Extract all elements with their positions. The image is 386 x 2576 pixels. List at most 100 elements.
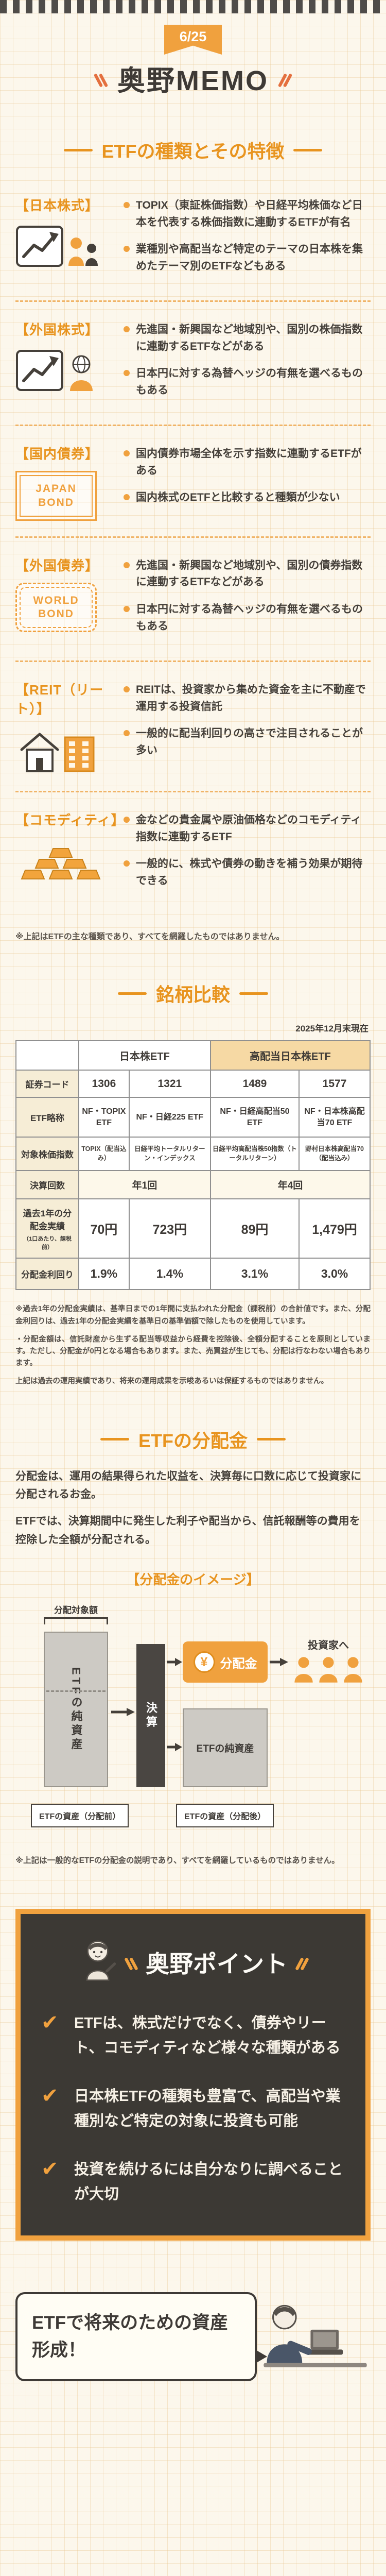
diagram-etf-assets-after-box: ETFの純資産 bbox=[183, 1708, 268, 1788]
category-left-column: 【REIT（リート）】 bbox=[15, 680, 118, 775]
speech-tail-icon bbox=[255, 2349, 267, 2364]
bullet-dot-icon bbox=[124, 246, 130, 252]
diagram-settlement-text: 決算 bbox=[145, 1702, 157, 1730]
category-foreign-bonds: 【外国債券】 WORLD BOND 先進国・新興国など地域別や、国別の債券指数に… bbox=[15, 538, 371, 663]
comparison-section: 銘柄比較 2025年12月末現在 日本株ETF 高配当日本株ETF 証券コード … bbox=[0, 980, 386, 1387]
japan-bond-stamp: JAPAN BOND bbox=[15, 471, 97, 521]
diagram-target-label: 分配対象額 bbox=[54, 1605, 98, 1616]
table-corner-cell bbox=[15, 1040, 79, 1071]
mascot-illustration bbox=[79, 1937, 117, 1988]
bullet-item: TOPIX（東証株価指数）や日経平均株価など日本を代表する株価指数に連動するET… bbox=[124, 197, 371, 231]
binding-strip bbox=[0, 0, 386, 13]
bullet-text: REITは、投資家から集めた資金を主に不動産で運用する投資信託 bbox=[136, 684, 366, 713]
cell-code: 1577 bbox=[299, 1070, 371, 1098]
table-footnote: ・分配金額は、信託財産から生ずる配当等収益から経費を控除後、全額分配することを原… bbox=[15, 1335, 371, 1368]
bullet-dot-icon bbox=[124, 860, 130, 867]
diagram-payout-text: 分配金 bbox=[220, 1656, 257, 1671]
bullet-item: 金などの貴金属や原油価格などのコモディティ指数に連動するETF bbox=[124, 812, 371, 845]
row-header-yield: 分配金利回り bbox=[15, 1258, 79, 1291]
bullet-dot-icon bbox=[124, 326, 130, 333]
cell-yield: 3.0% bbox=[299, 1258, 371, 1291]
cell-code: 1489 bbox=[209, 1070, 300, 1098]
diagram-settlement-box: 決算 bbox=[136, 1644, 165, 1788]
category-left-column: 【国内債券】 JAPAN BOND bbox=[15, 444, 118, 521]
bullet-item: 国内債券市場全体を示す指数に連動するETFがある bbox=[124, 446, 371, 479]
category-left-column: 【外国株式】 bbox=[15, 319, 118, 409]
investors-people-icon bbox=[293, 1656, 363, 1683]
world-bond-icon: WORLD BOND bbox=[15, 582, 118, 633]
category-left-column: 【コモディティ】 bbox=[15, 810, 125, 900]
group-header-high-dividend-etf: 高配当日本株ETF bbox=[209, 1040, 371, 1071]
title-accent-left-icon bbox=[93, 62, 109, 94]
category-japan-stocks: 【日本株式】 TOPIX（東証株価指数）や日経平均 bbox=[15, 178, 371, 302]
japan-stocks-icon bbox=[15, 223, 118, 270]
cell-index: 日経平均トータルリターン・インデックス bbox=[128, 1137, 211, 1172]
category-bullets: 国内債券市場全体を示す指数に連動するETFがある 国内株式のETFと比較すると種… bbox=[124, 446, 371, 521]
as-of-date: 2025年12月末現在 bbox=[295, 1024, 369, 1034]
cell-payout: 89円 bbox=[209, 1198, 300, 1259]
category-label: 【外国債券】 bbox=[15, 557, 99, 573]
bullet-item: 日本円に対する為替ヘッジの有無を選べるものもある bbox=[124, 365, 371, 399]
bullet-dot-icon bbox=[124, 686, 130, 693]
category-left-column: 【日本株式】 bbox=[15, 195, 118, 285]
cell-yield: 3.1% bbox=[209, 1258, 300, 1291]
table-row-code: 証券コード 1306 1321 1489 1577 bbox=[15, 1070, 371, 1098]
distribution-paragraph: 分配金は、運用の結果得られた収益を、決算毎に口数に応じて投資家に分配されるお金。 bbox=[15, 1470, 361, 1501]
yen-coin-icon: ¥ bbox=[193, 1651, 215, 1673]
table-row-settlement: 決算回数 年1回 年4回 bbox=[15, 1170, 371, 1200]
heading-rule bbox=[239, 992, 268, 995]
bullet-item: REITは、投資家から集めた資金を主に不動産で運用する投資信託 bbox=[124, 682, 371, 715]
world-bond-stamp: WORLD BOND bbox=[15, 582, 97, 633]
point-text: ETFは、株式だけでなく、債券やリート、コモディティなど様々な種類がある bbox=[74, 2015, 341, 2057]
bullet-text: 先進国・新興国など地域別や、国別の債券指数に連動するETFなどがある bbox=[136, 559, 363, 588]
category-bullets: 先進国・新興国など地域別や、国別の債券指数に連動するETFなどがある 日本円に対… bbox=[124, 557, 371, 645]
cell-yield: 1.4% bbox=[128, 1258, 211, 1291]
header: 6/25 奥野MEMO bbox=[0, 25, 386, 98]
table-row-name: ETF略称 NF・TOPIX ETF NF・日経225 ETF NF・日経高配当… bbox=[15, 1097, 371, 1138]
row-header-payout-sub: （1口あたり、課税前） bbox=[23, 1236, 72, 1251]
date-badge-text: 6/25 bbox=[179, 29, 207, 44]
distribution-heading: ETFの分配金 bbox=[15, 1426, 371, 1453]
category-reit: 【REIT（リート）】 bbox=[15, 662, 371, 793]
category-foreign-stocks: 【外国株式】 先進国・新興国など地域別や、国別の株 bbox=[15, 302, 371, 427]
types-heading-text: ETFの種類とその特徴 bbox=[101, 141, 285, 162]
diagram-investors-label: 投資家へ bbox=[308, 1640, 349, 1652]
diagram-title: 【分配金のイメージ】 bbox=[126, 1572, 260, 1588]
cell-index: TOPIX（配当込み） bbox=[78, 1137, 130, 1172]
distribution-paragraph: ETFでは、決算期間中に発生した利子や配当から、信託報酬等の費用を控除した全額が… bbox=[15, 1515, 360, 1546]
bullet-item: 業種別や高配当など特定のテーマの日本株を集めたテーマ別のETFなどもある bbox=[124, 241, 371, 275]
title-accent-right-icon bbox=[277, 62, 293, 94]
group-header-japan-etf: 日本株ETF bbox=[78, 1040, 211, 1071]
category-commodity: 【コモディティ】 金などの貴金属や原油価格などのコモディティ指数に連動するE bbox=[15, 792, 371, 915]
category-label: 【コモディティ】 bbox=[15, 812, 125, 828]
point-item: ✔ ETFは、株式だけでなく、債券やリート、コモディティなど様々な種類がある bbox=[41, 2011, 345, 2061]
businessman-illustration bbox=[260, 2290, 371, 2381]
cell-payout: 723円 bbox=[128, 1198, 211, 1259]
page-title-text: 奥野MEMO bbox=[117, 65, 269, 96]
diagram-after-caption: ETFの資産（分配後） bbox=[176, 1804, 274, 1828]
points-accent-right-icon bbox=[295, 1948, 309, 1976]
bullet-dot-icon bbox=[124, 202, 130, 208]
check-icon: ✔ bbox=[41, 2157, 59, 2180]
point-text: 日本株ETFの種類も豊富で、高配当や業種別など特定の対象に投資も可能 bbox=[74, 2088, 341, 2129]
check-icon: ✔ bbox=[41, 2084, 59, 2107]
heading-rule bbox=[117, 992, 147, 995]
cell-code: 1321 bbox=[128, 1070, 211, 1098]
bullet-text: TOPIX（東証株価指数）や日経平均株価など日本を代表する株価指数に連動するET… bbox=[136, 199, 363, 228]
comparison-table: 日本株ETF 高配当日本株ETF 証券コード 1306 1321 1489 15… bbox=[15, 1040, 371, 1291]
comparison-heading: 銘柄比較 bbox=[15, 980, 371, 1007]
diagram-payout-box: ¥ 分配金 bbox=[183, 1641, 268, 1683]
date-badge: 6/25 bbox=[164, 25, 222, 55]
category-bullets: REITは、投資家から集めた資金を主に不動産で運用する投資信託 一般的に配当利回… bbox=[124, 682, 371, 775]
diagram-left-box-text: ETFの純資産 bbox=[69, 1667, 83, 1752]
point-text: 投資を続けるには自分なりに調べることが大切 bbox=[74, 2161, 343, 2202]
footer-speech-bubble: ETFで将来のための資産形成！ bbox=[15, 2292, 267, 2382]
diagram-right-box-text: ETFの純資産 bbox=[196, 1743, 254, 1755]
bullet-item: 国内株式のETFと比較すると種類が少ない bbox=[124, 489, 371, 506]
bullet-dot-icon bbox=[124, 494, 130, 501]
cell-payout: 70円 bbox=[78, 1198, 130, 1259]
bullet-item: 一般的に、株式や債券の動きを補う効果が期待できる bbox=[124, 856, 371, 889]
bullet-text: 先進国・新興国など地域別や、国別の株価指数に連動するETFなどがある bbox=[136, 324, 363, 352]
heading-rule bbox=[100, 1438, 129, 1441]
